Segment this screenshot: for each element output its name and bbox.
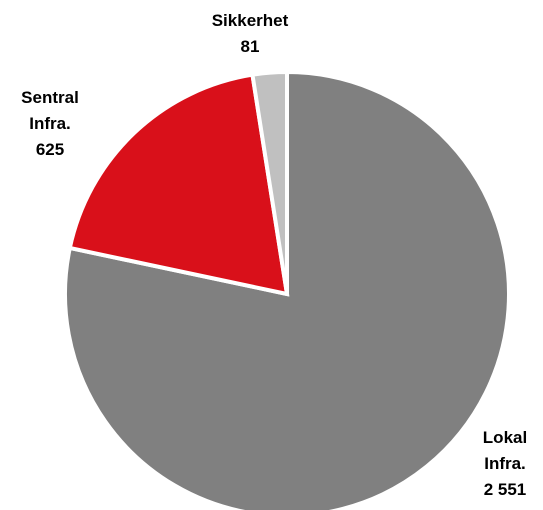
slice-name: Sentral Infra.	[21, 88, 79, 133]
slice-value: 81	[240, 37, 260, 56]
slice-value: 625	[35, 140, 65, 159]
slice-label: Sikkerhet 81	[195, 8, 305, 60]
pie-slice	[67, 72, 290, 297]
pie-slice	[250, 69, 289, 295]
slice-label: Lokal Infra. 2 551	[470, 425, 540, 503]
slice-value: 2 551	[483, 480, 527, 499]
slice-name: Sikkerhet	[211, 11, 289, 30]
slice-label: Sentral Infra. 625	[10, 85, 90, 163]
slice-name: Lokal Infra.	[482, 428, 528, 473]
